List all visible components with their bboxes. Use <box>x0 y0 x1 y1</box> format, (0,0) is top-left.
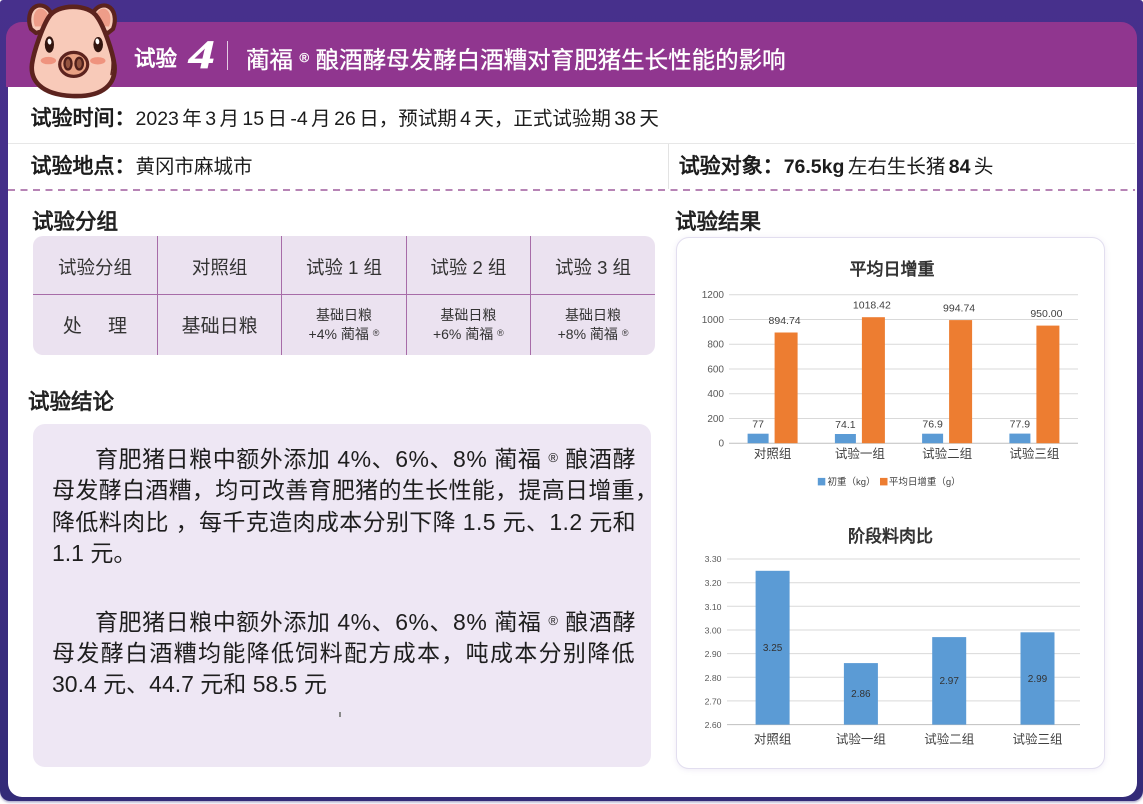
svg-text:平均日增重: 平均日增重 <box>850 259 935 279</box>
svg-text:3.25: 3.25 <box>763 643 783 654</box>
svg-text:200: 200 <box>707 414 724 425</box>
svg-text:试验一组: 试验一组 <box>835 446 885 461</box>
svg-text:2.99: 2.99 <box>1028 674 1048 685</box>
svg-text:800: 800 <box>707 340 724 351</box>
svg-text:试验一组: 试验一组 <box>836 732 886 747</box>
svg-text:0: 0 <box>718 439 724 450</box>
svg-text:994.74: 994.74 <box>943 303 975 315</box>
svg-text:950.00: 950.00 <box>1030 308 1062 320</box>
svg-text:894.74: 894.74 <box>769 315 801 327</box>
svg-text:对照组: 对照组 <box>754 733 792 747</box>
svg-text:2.86: 2.86 <box>851 689 871 700</box>
svg-text:2.97: 2.97 <box>939 676 959 687</box>
svg-text:1200: 1200 <box>702 290 725 301</box>
svg-text:3.20: 3.20 <box>705 578 722 588</box>
svg-text:2.80: 2.80 <box>705 673 722 683</box>
svg-text:3.00: 3.00 <box>705 626 722 636</box>
svg-text:3.10: 3.10 <box>705 602 722 612</box>
svg-text:77.9: 77.9 <box>1010 419 1031 431</box>
svg-text:阶段料肉比: 阶段料肉比 <box>848 526 933 546</box>
svg-text:2.70: 2.70 <box>705 696 722 706</box>
svg-text:平均日增重（g）: 平均日增重（g） <box>889 476 961 488</box>
svg-text:74.1: 74.1 <box>835 419 856 431</box>
svg-text:2.90: 2.90 <box>705 649 722 659</box>
svg-text:对照组: 对照组 <box>754 447 792 461</box>
svg-text:76.9: 76.9 <box>922 419 943 431</box>
svg-text:77: 77 <box>752 419 764 431</box>
svg-text:试验三组: 试验三组 <box>1012 732 1062 747</box>
svg-text:400: 400 <box>707 389 724 400</box>
svg-text:初重（kg）: 初重（kg） <box>828 476 876 488</box>
svg-text:2.60: 2.60 <box>705 720 722 730</box>
svg-text:试验三组: 试验三组 <box>1009 446 1059 461</box>
svg-text:试验二组: 试验二组 <box>922 446 972 461</box>
svg-text:1000: 1000 <box>702 315 725 326</box>
svg-text:试验二组: 试验二组 <box>924 732 974 747</box>
svg-text:600: 600 <box>707 365 724 376</box>
svg-text:1018.42: 1018.42 <box>853 300 891 312</box>
svg-text:3.30: 3.30 <box>705 554 722 564</box>
